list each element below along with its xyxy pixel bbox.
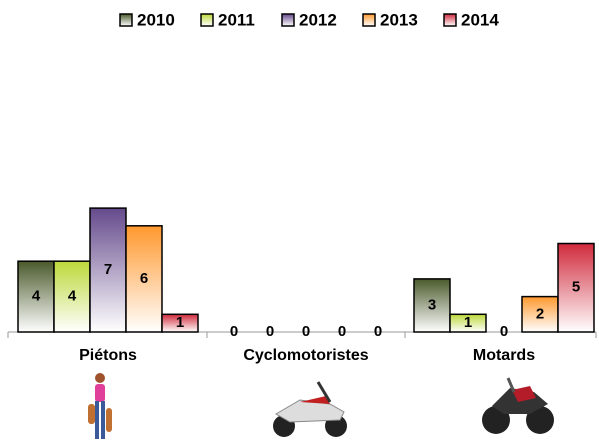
legend-swatch — [281, 13, 295, 27]
data-label: 0 — [374, 323, 382, 340]
legend-label: 2013 — [380, 10, 418, 29]
legend-label: 2011 — [218, 10, 255, 29]
legend-swatch — [443, 13, 457, 27]
x-tick-label: Piétons — [79, 347, 137, 364]
data-label: 2 — [536, 305, 544, 322]
data-label: 1 — [176, 314, 184, 331]
bar — [413, 278, 451, 333]
legend-label: 2014 — [461, 10, 499, 29]
bar — [161, 313, 199, 333]
data-label: 0 — [500, 323, 508, 340]
bar — [17, 260, 55, 333]
legend-label: 2012 — [299, 10, 337, 29]
legend-swatch — [200, 13, 214, 27]
data-label: 6 — [140, 270, 148, 287]
x-tick-label: Cyclomotoristes — [243, 347, 368, 364]
data-label: 4 — [68, 288, 77, 305]
data-label: 0 — [302, 323, 310, 340]
scooter-icon — [273, 381, 347, 437]
pedestrian-icon — [88, 373, 112, 439]
data-label: 5 — [572, 279, 580, 296]
legend-swatch — [362, 13, 376, 27]
data-label: 0 — [230, 323, 238, 340]
data-label: 3 — [428, 296, 436, 313]
bar — [557, 242, 595, 333]
x-tick-label: Motards — [473, 347, 535, 364]
data-label: 4 — [32, 288, 41, 305]
data-label: 0 — [338, 323, 346, 340]
data-label: 0 — [266, 323, 274, 340]
data-label: 1 — [464, 314, 472, 331]
bar — [449, 313, 487, 333]
motorbike-icon — [482, 377, 554, 434]
legend-label: 2010 — [137, 10, 175, 29]
bar — [125, 225, 163, 333]
data-label: 7 — [104, 261, 112, 278]
legend-swatch — [119, 13, 133, 27]
bar — [89, 207, 127, 333]
